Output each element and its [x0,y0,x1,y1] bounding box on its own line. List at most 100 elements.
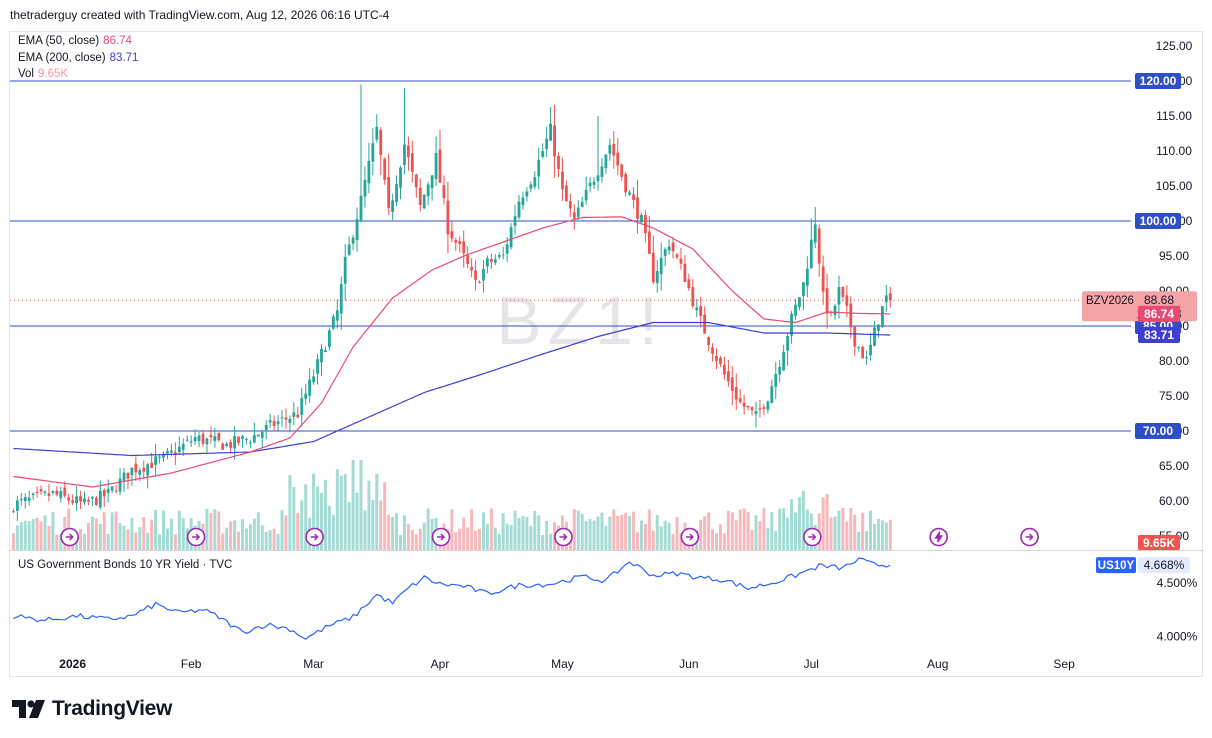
candle-body[interactable] [426,184,430,197]
candle-body[interactable] [193,437,197,442]
candle-body[interactable] [363,179,367,197]
ema50-line[interactable] [13,216,891,488]
candle-body[interactable] [304,393,308,399]
candle-body[interactable] [754,411,758,415]
candle-body[interactable] [316,359,319,374]
level-price-label[interactable] [1135,213,1181,229]
candle-body[interactable] [458,241,462,245]
candle-body[interactable] [821,266,825,292]
us10y-yield-line[interactable] [13,557,891,640]
candle-body[interactable] [213,436,217,442]
candle-body[interactable] [604,154,608,169]
candle-body[interactable] [794,304,797,316]
candle-body[interactable] [798,297,801,308]
candle-body[interactable] [197,435,201,442]
candle-body[interactable] [335,310,339,321]
candle-body[interactable] [817,228,821,264]
candle-body[interactable] [833,305,837,315]
candle-body[interactable] [561,171,564,190]
candle-body[interactable] [391,200,394,213]
candle-body[interactable] [51,490,55,493]
candle-body[interactable] [608,144,612,154]
candle-body[interactable] [770,386,774,404]
candle-body[interactable] [588,182,592,187]
candle-body[interactable] [292,412,296,417]
yield-symbol-badge[interactable] [1096,557,1136,574]
candle-body[interactable] [695,307,699,311]
candle-body[interactable] [644,215,647,234]
candle-body[interactable] [521,197,525,206]
candle-body[interactable] [245,439,248,441]
candle-body[interactable] [612,143,616,156]
event-marker-icon[interactable] [929,527,949,547]
event-marker-icon[interactable] [186,527,206,547]
legend-ema200[interactable]: EMA (200, close) 83.71 [18,52,138,64]
candle-body[interactable] [529,184,533,189]
candle-body[interactable] [861,346,865,359]
candle-body[interactable] [138,470,142,475]
candle-body[interactable] [233,436,236,449]
candle-body[interactable] [545,138,549,150]
candle-body[interactable] [39,489,43,492]
candle-body[interactable] [359,195,363,222]
candle-body[interactable] [177,446,181,453]
candle-body[interactable] [837,287,841,305]
candle-body[interactable] [758,408,762,410]
candle-body[interactable] [170,450,173,453]
event-marker-icon[interactable] [60,527,80,547]
candle-body[interactable] [395,183,398,203]
candle-body[interactable] [94,497,98,505]
candle-body[interactable] [276,421,280,425]
candle-body[interactable] [308,379,312,396]
candle-body[interactable] [738,398,742,403]
candle-body[interactable] [592,181,596,185]
event-marker-icon[interactable] [802,527,822,547]
candle-body[interactable] [205,438,209,445]
candle-body[interactable] [703,314,707,334]
candle-body[interactable] [379,129,383,156]
candle-body[interactable] [268,420,272,423]
candle-body[interactable] [221,443,225,450]
ema200-line[interactable] [13,321,891,457]
candle-body[interactable] [782,351,786,371]
candle-body[interactable] [63,487,67,496]
candle-body[interactable] [802,282,805,296]
candle-body[interactable] [126,472,130,479]
candle-body[interactable] [493,259,497,263]
candle-body[interactable] [87,499,90,502]
candle-body[interactable] [628,192,631,195]
candle-body[interactable] [296,414,300,418]
candle-body[interactable] [517,201,521,218]
candle-body[interactable] [185,439,189,441]
candle-body[interactable] [553,125,556,157]
candle-body[interactable] [446,200,450,235]
candle-body[interactable] [881,306,884,328]
candle-body[interactable] [71,500,75,503]
candle-body[interactable] [877,324,880,331]
candle-body[interactable] [166,451,169,454]
candle-body[interactable] [474,270,477,280]
candle-body[interactable] [541,151,545,157]
candle-body[interactable] [367,160,371,184]
event-marker-icon[interactable] [1020,527,1039,547]
candle-body[interactable] [67,497,71,501]
candle-body[interactable] [399,167,402,188]
candle-body[interactable] [482,268,485,281]
candle-body[interactable] [790,313,793,336]
candle-body[interactable] [280,417,284,419]
candle-body[interactable] [142,467,146,472]
event-marker-icon[interactable] [431,527,451,547]
candle-body[interactable] [181,443,185,450]
candle-body[interactable] [55,490,59,495]
candle-body[interactable] [355,219,359,240]
candle-body[interactable] [632,194,635,201]
candle-body[interactable] [691,286,695,307]
candle-body[interactable] [154,456,157,465]
candle-body[interactable] [47,493,51,497]
candle-body[interactable] [557,155,560,169]
candle-body[interactable] [750,406,754,411]
candle-body[interactable] [328,330,331,347]
candle-body[interactable] [260,432,264,438]
candle-body[interactable] [699,306,703,317]
candle-body[interactable] [884,295,888,303]
